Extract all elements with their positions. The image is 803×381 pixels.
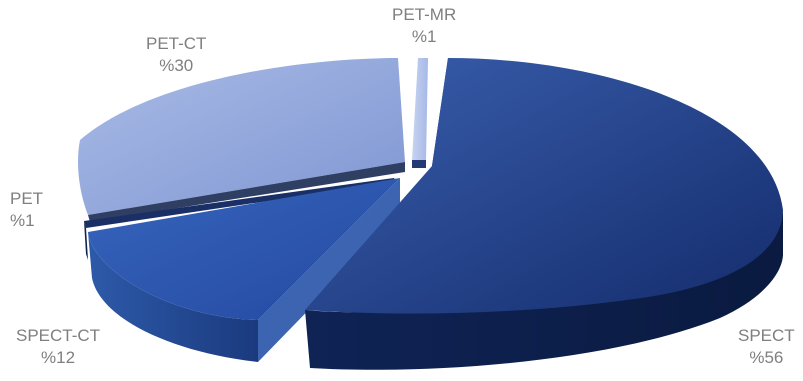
label-spect-name: SPECT: [738, 326, 795, 345]
label-pet-ct-value: %30: [159, 56, 194, 75]
label-pet-mr: PET-MR %1: [392, 4, 456, 48]
label-spect-ct: SPECT-CT %12: [16, 325, 100, 369]
label-pet-ct-name: PET-CT: [146, 34, 207, 53]
slice-spect: [305, 58, 783, 370]
label-pet-ct: PET-CT %30: [146, 33, 206, 77]
slice-pet-mr-edge: [412, 160, 426, 168]
slice-pet-side: [84, 221, 88, 260]
slice-spect-ct-top: [88, 178, 400, 320]
slice-pet-mr: [412, 58, 428, 168]
slice-spect-ct: [88, 178, 400, 362]
label-pet: PET %1: [10, 188, 43, 232]
label-spect-value: %56: [749, 348, 784, 367]
slice-spect-ct-inner: [258, 178, 400, 362]
slice-pet: [84, 178, 396, 260]
slice-pet-top: [84, 178, 396, 228]
label-spect-ct-value: %12: [41, 348, 76, 367]
slice-pet-ct-top: [77, 58, 405, 215]
label-pet-mr-name: PET-MR: [392, 5, 457, 24]
label-spect: SPECT %56: [738, 325, 795, 369]
label-pet-mr-value: %1: [411, 27, 437, 46]
slice-pet-ct-edge: [88, 162, 405, 222]
slice-spect-top: [305, 58, 783, 314]
label-pet-value: %1: [10, 211, 35, 230]
slice-pet-mr-top: [412, 58, 428, 160]
slice-pet-ct: [77, 58, 405, 222]
slice-spect-ct-side: [88, 232, 258, 362]
label-spect-ct-name: SPECT-CT: [16, 326, 101, 345]
label-pet-name: PET: [10, 189, 44, 208]
slice-spect-side: [305, 210, 783, 370]
